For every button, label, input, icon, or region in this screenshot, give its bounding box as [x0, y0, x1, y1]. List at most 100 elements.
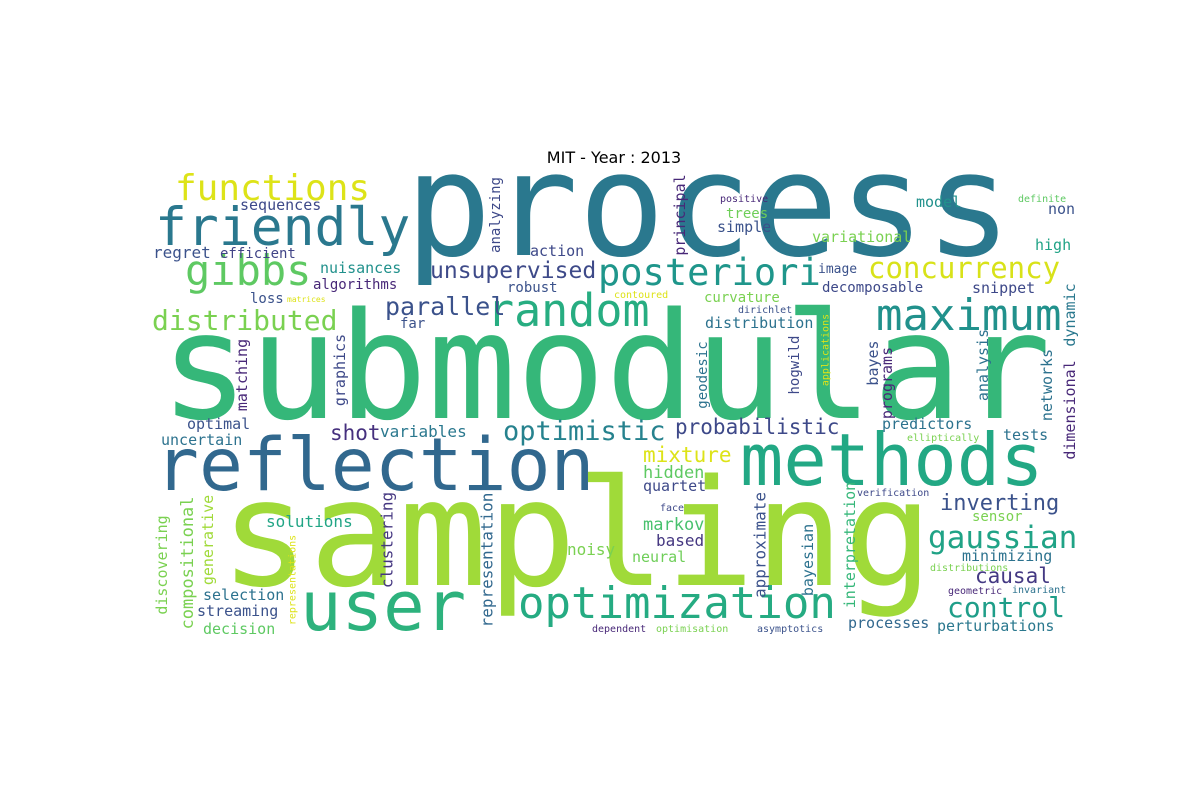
word: optimal — [187, 415, 250, 433]
word: markov — [643, 515, 704, 535]
word: algorithms — [313, 277, 397, 293]
word: reflection — [155, 423, 595, 508]
word: distribution — [705, 314, 813, 332]
word: model — [916, 193, 961, 211]
word: nuisances — [320, 259, 401, 277]
word: high — [1035, 236, 1071, 254]
word: verification — [857, 488, 929, 499]
word: sequences — [240, 196, 321, 214]
word: user — [300, 567, 466, 647]
word: control — [947, 591, 1065, 624]
word: trees — [726, 206, 768, 222]
word: minimizing — [962, 547, 1052, 565]
word: analyzing — [488, 177, 504, 253]
word: robust — [507, 280, 558, 296]
word: generative — [199, 495, 217, 585]
word: friendly — [155, 197, 410, 258]
word: causal — [975, 564, 1051, 588]
word: processes — [848, 614, 929, 632]
word: predictors — [882, 415, 972, 433]
word: efficient — [220, 246, 296, 262]
word: definite — [1018, 194, 1066, 205]
word: regret — [153, 243, 211, 262]
word: action — [530, 242, 584, 260]
word: matching — [233, 339, 251, 411]
word: optimization — [518, 578, 836, 629]
word: geodesic — [695, 341, 711, 408]
word: gibbs — [185, 246, 311, 295]
word: geometric — [948, 586, 1002, 597]
word: dirichlet — [738, 305, 792, 316]
word: perturbations — [937, 617, 1054, 635]
word: functions — [175, 168, 370, 209]
word: optimistic — [503, 416, 666, 447]
word: compositional — [178, 496, 198, 629]
word: discovering — [153, 515, 171, 614]
word: unsupervised — [430, 258, 596, 284]
word: distributed — [152, 304, 337, 337]
word: shot — [330, 421, 381, 445]
word: analysis — [974, 329, 992, 401]
word: neural — [632, 548, 686, 566]
word: loss — [250, 291, 284, 307]
word: hogwild — [787, 335, 803, 394]
word: approximate — [751, 492, 770, 598]
word: applications — [821, 314, 832, 386]
word: noisy — [567, 540, 616, 559]
word: decision — [203, 620, 275, 638]
word: bayes — [864, 340, 882, 385]
word: bayesian — [799, 524, 817, 596]
word: snippet — [972, 279, 1035, 297]
word: invariant — [1012, 585, 1066, 596]
word: contoured — [614, 290, 668, 301]
word: networks — [1038, 349, 1056, 421]
word: graphics — [331, 334, 349, 406]
word: solutions — [266, 512, 353, 531]
word: interpretation — [841, 482, 859, 608]
word: principal — [671, 174, 689, 255]
word: inverting — [940, 491, 1059, 516]
word: simple — [717, 218, 771, 236]
word: non — [1048, 200, 1075, 218]
word: matrices — [287, 295, 326, 304]
word: representation — [478, 493, 497, 628]
word: mixture — [643, 443, 732, 467]
word: programs — [878, 347, 896, 419]
word: dependent — [592, 624, 646, 635]
word: submodular — [160, 281, 1051, 453]
word: quartet — [643, 477, 706, 495]
word: random — [487, 284, 650, 337]
word: sampling — [220, 448, 933, 620]
word: parallel — [385, 292, 505, 321]
word: far — [400, 316, 425, 332]
word: face — [660, 503, 684, 514]
word: clustering — [378, 492, 397, 588]
word: dynamic — [1061, 283, 1079, 346]
word: variables — [380, 422, 467, 441]
chart-title: MIT - Year : 2013 — [547, 148, 681, 167]
word: based — [656, 531, 704, 550]
word: asymptotics — [757, 624, 823, 635]
word: streaming — [197, 602, 278, 620]
word: positive — [720, 194, 768, 205]
word: tests — [1003, 426, 1048, 444]
word: gaussian — [928, 520, 1077, 556]
word: uncertain — [161, 431, 242, 449]
word: selection — [203, 586, 284, 604]
word: image — [818, 262, 857, 277]
word: optimisation — [656, 624, 728, 635]
word: posteriori — [598, 251, 821, 294]
word: process — [405, 121, 1012, 289]
word: elliptically — [907, 433, 979, 444]
word: concurrency — [868, 251, 1060, 285]
word: maximum — [876, 290, 1061, 341]
word: distributions — [930, 563, 1008, 574]
word: decomposable — [822, 280, 923, 296]
word: representations — [288, 535, 299, 625]
word: dimensional — [1061, 360, 1079, 459]
word: hidden — [643, 463, 704, 483]
word: sensor — [972, 509, 1023, 525]
word: variational — [812, 228, 911, 246]
